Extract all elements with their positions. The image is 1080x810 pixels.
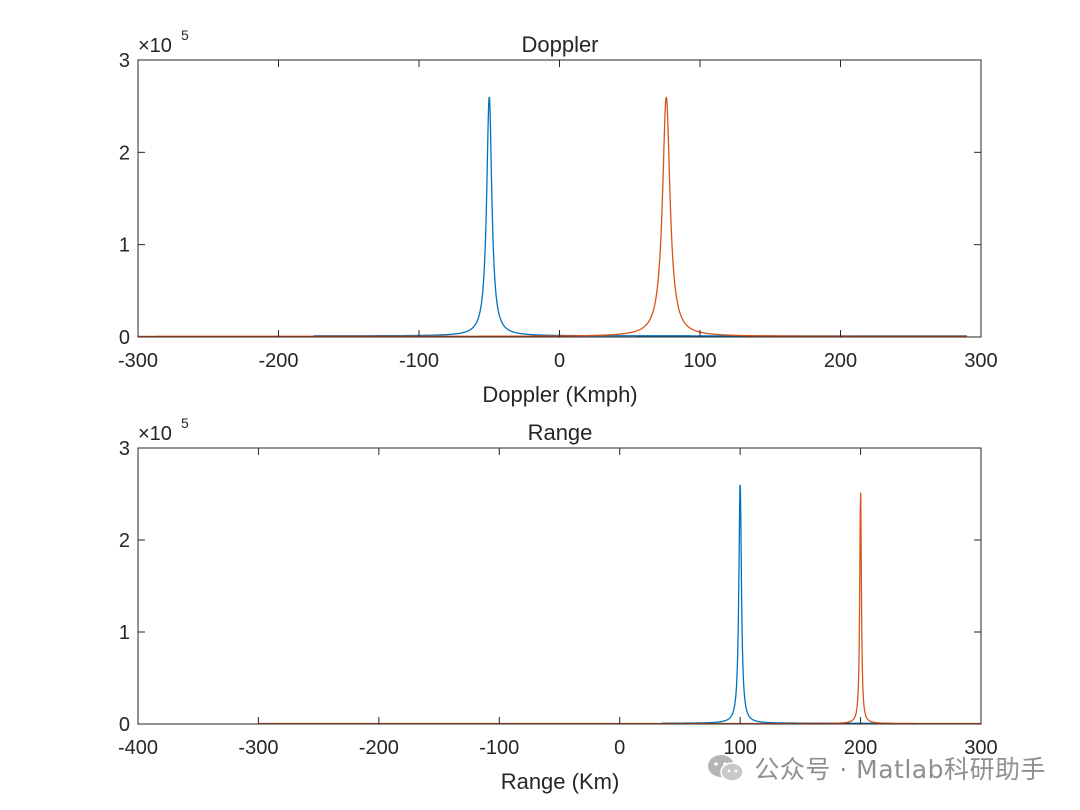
doppler-plot-area: -300 -200 -100 0 100 200 300 0 1 2 3 xyxy=(118,50,998,372)
doppler-x-axis-label: Doppler (Kmph) xyxy=(482,382,637,407)
range-axes-box xyxy=(137,447,982,725)
range-plot-area: -400 -300 -200 -100 0 100 200 300 0 1 2 3 xyxy=(118,438,998,759)
range-subplot: Range ×10 5 Range (Km) -400 -300 -200 -100 0… xyxy=(118,415,998,794)
range-x-tick-label: 0 xyxy=(614,737,625,759)
doppler-y-tick-label: 2 xyxy=(119,142,130,164)
doppler-axes-box xyxy=(137,59,982,338)
range-series-2-line xyxy=(258,492,981,725)
range-x-tick-label: -200 xyxy=(359,737,399,759)
doppler-exponent: 5 xyxy=(181,27,189,43)
watermark-text: 公众号 · Matlab科研助手 xyxy=(754,755,1046,784)
range-x-tick-label: -400 xyxy=(118,737,158,759)
range-x-tick-label: -300 xyxy=(238,737,278,759)
doppler-x-tick-label: -300 xyxy=(118,350,158,372)
doppler-x-tick-label: 0 xyxy=(554,350,565,372)
range-exponent: 5 xyxy=(181,415,189,431)
doppler-exponent-base: ×10 xyxy=(138,35,172,57)
range-y-tick-label: 0 xyxy=(119,714,130,736)
doppler-x-tick-label: -100 xyxy=(399,350,439,372)
doppler-subplot: Doppler ×10 5 Doppler (Kmph) -300 -200 -10… xyxy=(118,27,998,407)
range-y-tick-label: 2 xyxy=(119,530,130,552)
doppler-x-tick-label: 200 xyxy=(824,350,857,372)
range-series-1-line xyxy=(661,484,891,724)
range-y-tick-label: 3 xyxy=(119,438,130,460)
range-y-tick-label: 1 xyxy=(119,622,130,644)
watermark: 公众号 · Matlab科研助手 xyxy=(706,750,1046,786)
wechat-icon xyxy=(708,755,745,782)
doppler-series-2-line xyxy=(138,96,967,337)
range-exponent-base: ×10 xyxy=(138,423,172,445)
doppler-y-tick-label: 3 xyxy=(119,50,130,72)
doppler-x-tick-label: 100 xyxy=(683,350,716,372)
doppler-series-1-line xyxy=(313,96,967,337)
range-x-tick-label: -100 xyxy=(479,737,519,759)
range-x-axis-label: Range (Km) xyxy=(501,769,620,794)
range-title: Range xyxy=(528,420,593,445)
range-x-tick-label: 100 xyxy=(723,737,756,759)
range-x-tick-label: 300 xyxy=(964,737,997,759)
doppler-y-tick-label: 1 xyxy=(119,235,130,257)
range-x-tick-label: 200 xyxy=(844,737,877,759)
doppler-title: Doppler xyxy=(521,32,598,57)
doppler-y-tick-label: 0 xyxy=(119,327,130,349)
doppler-x-tick-label: -200 xyxy=(258,350,298,372)
doppler-x-tick-label: 300 xyxy=(964,350,997,372)
